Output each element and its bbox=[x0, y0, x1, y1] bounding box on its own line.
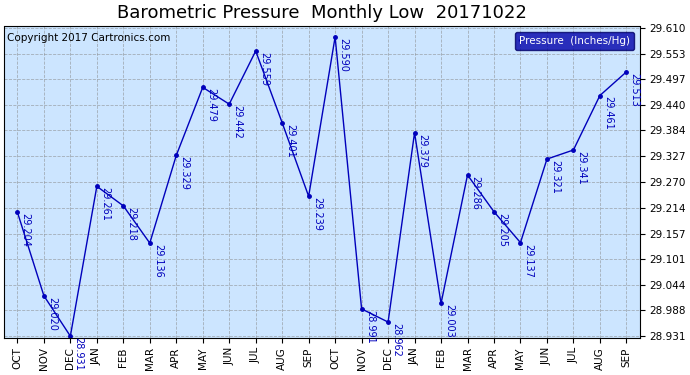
Text: 29.321: 29.321 bbox=[550, 160, 560, 194]
Text: 28.931: 28.931 bbox=[74, 337, 83, 371]
Text: 29.559: 29.559 bbox=[259, 52, 269, 86]
Title: Barometric Pressure  Monthly Low  20171022: Barometric Pressure Monthly Low 20171022 bbox=[117, 4, 527, 22]
Text: 29.239: 29.239 bbox=[312, 197, 322, 231]
Text: 29.479: 29.479 bbox=[206, 88, 216, 122]
Text: 29.205: 29.205 bbox=[497, 213, 507, 247]
Text: 29.218: 29.218 bbox=[126, 207, 137, 241]
Text: 29.461: 29.461 bbox=[603, 96, 613, 130]
Text: 29.329: 29.329 bbox=[179, 156, 190, 190]
Text: 29.204: 29.204 bbox=[21, 213, 30, 247]
Text: 29.590: 29.590 bbox=[338, 38, 348, 72]
Text: 29.513: 29.513 bbox=[629, 73, 640, 106]
Text: 29.003: 29.003 bbox=[444, 304, 454, 338]
Text: 29.261: 29.261 bbox=[100, 187, 110, 221]
Text: 29.136: 29.136 bbox=[153, 244, 163, 278]
Text: 29.379: 29.379 bbox=[417, 134, 428, 168]
Text: 29.442: 29.442 bbox=[233, 105, 242, 139]
Text: 28.962: 28.962 bbox=[391, 323, 402, 357]
Text: 29.137: 29.137 bbox=[524, 243, 533, 278]
Text: 29.020: 29.020 bbox=[47, 297, 57, 330]
Text: 29.401: 29.401 bbox=[286, 124, 295, 158]
Legend: Pressure  (Inches/Hg): Pressure (Inches/Hg) bbox=[515, 32, 634, 50]
Text: Copyright 2017 Cartronics.com: Copyright 2017 Cartronics.com bbox=[8, 33, 170, 43]
Text: 29.341: 29.341 bbox=[577, 151, 586, 184]
Text: 28.991: 28.991 bbox=[365, 310, 375, 344]
Text: 29.286: 29.286 bbox=[471, 176, 481, 210]
